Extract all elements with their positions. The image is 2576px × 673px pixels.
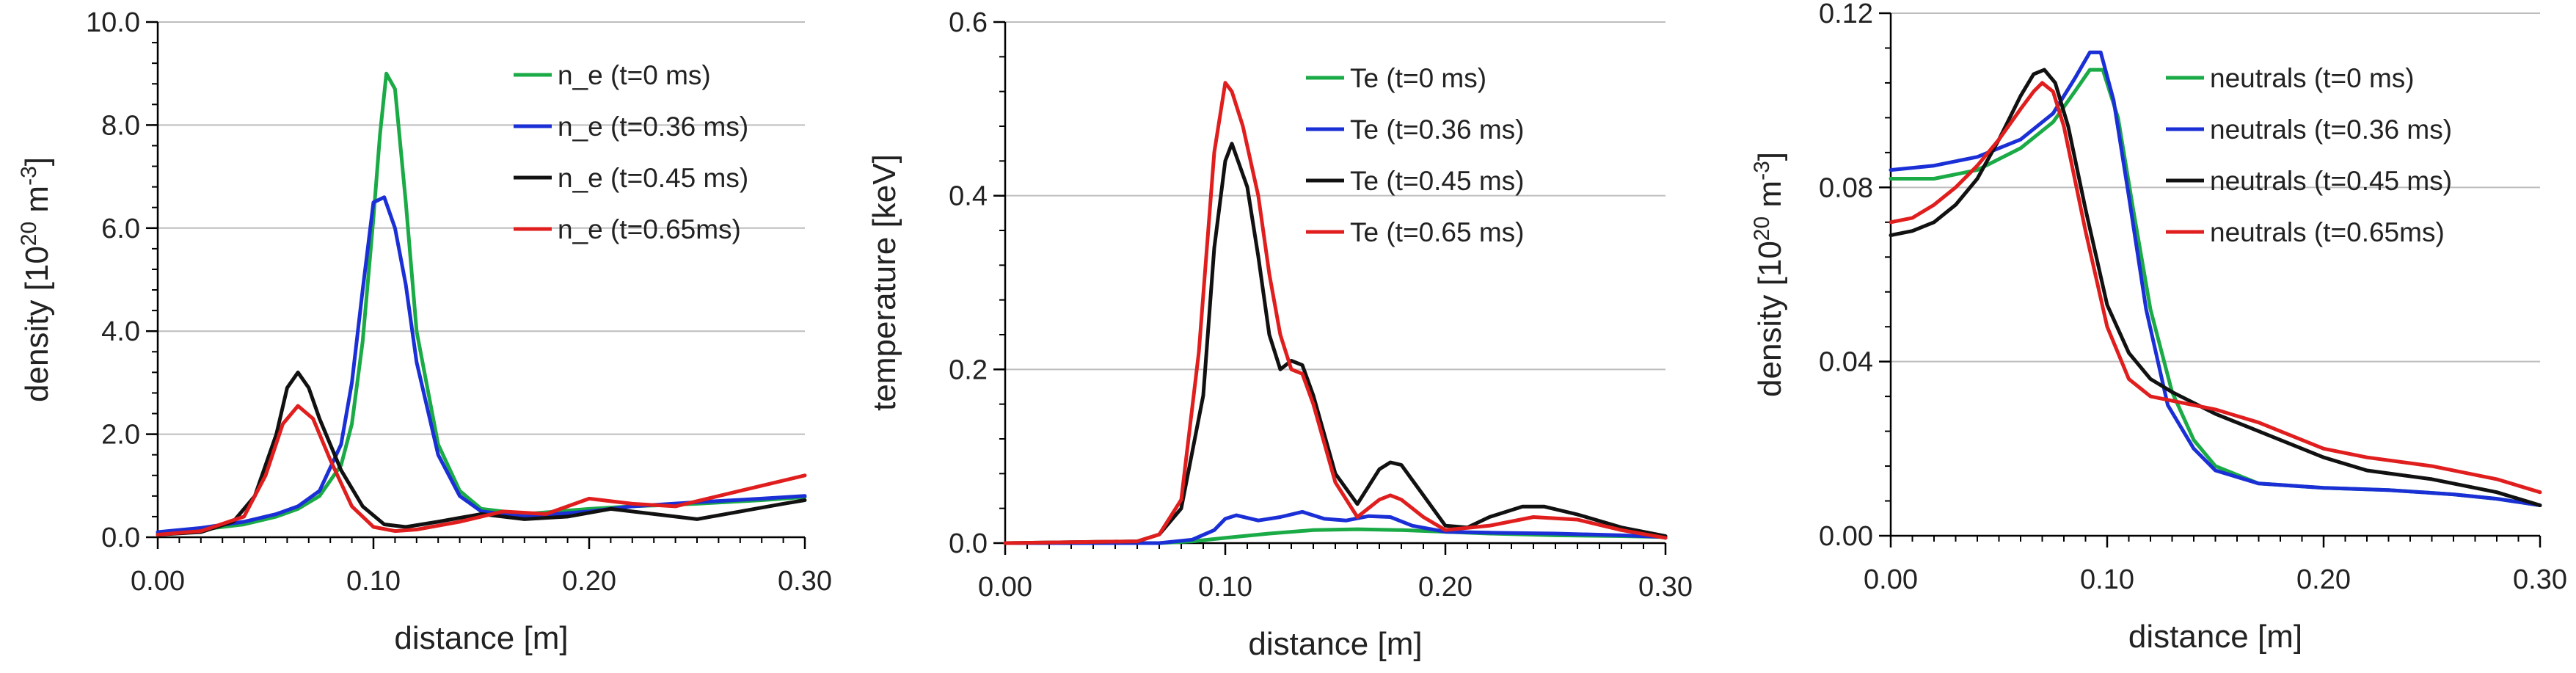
series-line-4 [156,404,807,536]
legend-label: n_e (t=0.36 ms) [558,112,748,142]
x-axis-title: distance [m] [1248,626,1422,662]
series-line-3 [1889,68,2542,507]
legend-label: Te (t=0 ms) [1350,63,1486,93]
y-tick-label: 0.04 [1819,347,1873,378]
y-tick-label: 0.6 [949,7,988,38]
x-tick-label: 0.20 [2296,564,2351,595]
y-title-part: ] [1752,152,1788,161]
chart-panel-3: 0.00 0.10 0.20 0.30 0.00 0.04 0.08 0.12 distance… [1750,0,2567,655]
chart-panel-2: 0.00 0.10 0.20 0.30 0.0 0.2 0.4 0.6 distance [m]… [866,7,1693,662]
y-tick-label: 8.0 [101,110,140,141]
x-tick-label: 0.30 [778,566,832,597]
legend-label: neutrals (t=0.36 ms) [2210,114,2452,145]
x-tick-label: 0.20 [1418,572,1473,603]
y-tick-label: 6.0 [101,214,140,244]
legend: n_e (t=0 ms) n_e (t=0.36 ms) n_e (t=0.45 m… [514,60,748,244]
y-title-part: m [1752,181,1788,217]
x-tick-label: 0.10 [2080,564,2134,595]
y-axis-title: density [1020 m-3] [1750,152,1789,397]
legend-label: neutrals (t=0 ms) [2210,63,2415,93]
series-line-2 [1889,50,2542,507]
chart-panel-1: 0.00 0.10 0.20 0.30 0.0 2.0 4.0 6.0 8.0 10.0 dista… [17,7,832,656]
y-tick-label: 4.0 [101,316,140,347]
y-tick-label: 0.12 [1819,0,1873,29]
legend-label: n_e (t=0 ms) [558,60,711,90]
x-tick-label: 0.00 [131,566,185,597]
legend-label: neutrals (t=0.65ms) [2210,217,2445,247]
y-tick-label: 0.0 [101,523,140,553]
y-title-superscript: 20 [1750,217,1774,241]
x-tick-label: 0.00 [1864,564,1918,595]
y-axis-title: density [1020 m-3] [17,157,56,402]
y-tick-label: 10.0 [86,7,140,38]
x-axis-title: distance [m] [2128,619,2302,655]
y-title-part: density [10 [19,246,55,402]
legend-label: neutrals (t=0.45 ms) [2210,166,2452,196]
y-tick-label: 2.0 [101,420,140,451]
legend: neutrals (t=0 ms) neutrals (t=0.36 ms) neu… [2166,63,2452,247]
x-axis-title: distance [m] [394,620,568,656]
legend-label: Te (t=0.65 ms) [1350,217,1525,247]
y-tick-label: 0.08 [1819,172,1873,203]
y-title-part: temperature [keV] [866,154,902,411]
legend-label: Te (t=0.45 ms) [1350,166,1525,196]
y-title-part: density [10 [1752,241,1788,397]
y-title-part: m [19,186,55,222]
y-title-superscript: 20 [17,222,41,246]
y-axis-title: temperature [keV] [866,154,902,411]
y-tick-label: 0.4 [949,181,988,212]
series-line-2 [1003,509,1668,545]
y-title-superscript: -3 [17,166,41,186]
x-tick-label: 0.00 [978,572,1032,603]
series-line-4 [1003,81,1668,545]
y-tick-label: 0.0 [949,528,988,559]
x-tick-label: 0.20 [562,566,616,597]
legend-label: Te (t=0.36 ms) [1350,114,1525,145]
series-line-2 [156,195,807,534]
y-title-part: ] [19,157,55,166]
x-tick-label: 0.10 [346,566,401,597]
legend: Te (t=0 ms) Te (t=0.36 ms) Te (t=0.45 ms) T… [1306,63,1525,247]
x-tick-label: 0.30 [1638,572,1693,603]
legend-label: n_e (t=0.45 ms) [558,163,748,193]
y-tick-label: 0.00 [1819,521,1873,552]
legend-label: n_e (t=0.65ms) [558,214,741,244]
series-line-3 [1003,142,1668,545]
series-line-1 [156,71,807,535]
series-line-4 [1889,81,2542,495]
y-tick-label: 0.2 [949,354,988,385]
x-tick-label: 0.30 [2513,564,2567,595]
y-title-superscript: -3 [1750,161,1774,181]
series-line-3 [156,370,807,536]
x-tick-label: 0.10 [1198,572,1252,603]
